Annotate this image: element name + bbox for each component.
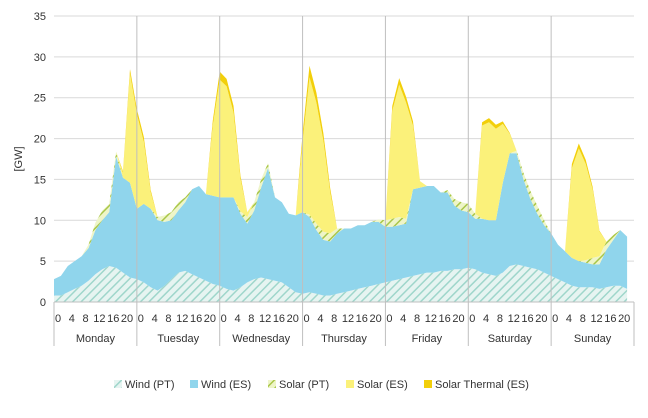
day-label: Saturday bbox=[488, 333, 533, 345]
x-tick-label: 16 bbox=[604, 313, 616, 325]
legend-swatch bbox=[190, 380, 198, 388]
x-tick-label: 4 bbox=[400, 313, 406, 325]
x-tick-label: 8 bbox=[497, 313, 503, 325]
x-tick-label: 0 bbox=[55, 313, 61, 325]
x-tick-label: 12 bbox=[590, 313, 602, 325]
x-tick-label: 4 bbox=[69, 313, 75, 325]
legend-label: Solar Thermal (ES) bbox=[435, 379, 529, 391]
legend: Wind (PT) Wind (ES) Solar (PT) Solar (ES) So… bbox=[114, 379, 529, 391]
x-tick-label: 8 bbox=[580, 313, 586, 325]
x-tick-label: 4 bbox=[566, 313, 572, 325]
x-tick-label: 0 bbox=[386, 313, 392, 325]
series-areas bbox=[54, 65, 628, 302]
y-tick-label: 0 bbox=[40, 297, 46, 309]
x-tick-label: 0 bbox=[221, 313, 227, 325]
day-separators bbox=[136, 16, 552, 302]
legend-label: Solar (PT) bbox=[279, 379, 329, 391]
x-tick-label: 12 bbox=[259, 313, 271, 325]
day-label: Monday bbox=[76, 333, 116, 345]
x-tick-label: 0 bbox=[469, 313, 475, 325]
x-tick-label: 16 bbox=[107, 313, 119, 325]
legend-swatch bbox=[114, 380, 122, 388]
x-tick-label: 20 bbox=[287, 313, 299, 325]
x-tick-label: 12 bbox=[176, 313, 188, 325]
legend-label: Wind (PT) bbox=[125, 379, 175, 391]
series-area-wind-es bbox=[54, 153, 628, 296]
legend-swatch bbox=[346, 380, 354, 388]
y-tick-label: 5 bbox=[40, 256, 46, 268]
day-label: Sunday bbox=[574, 333, 612, 345]
x-tick-label: 20 bbox=[452, 313, 464, 325]
x-tick-label: 8 bbox=[248, 313, 254, 325]
series-area-wind-pt bbox=[54, 264, 628, 302]
y-tick-label: 10 bbox=[34, 215, 46, 227]
day-label: Wednesday bbox=[232, 333, 290, 345]
legend-swatch bbox=[268, 380, 276, 388]
y-tick-label: 35 bbox=[34, 11, 46, 23]
y-tick-label: 15 bbox=[34, 174, 46, 186]
series-area-solar-pt bbox=[54, 150, 628, 280]
x-tick-label: 0 bbox=[552, 313, 558, 325]
x-tick-label: 16 bbox=[356, 313, 368, 325]
x-tick-label: 0 bbox=[138, 313, 144, 325]
x-tick-label: 8 bbox=[83, 313, 89, 325]
y-tick-label: 20 bbox=[34, 134, 46, 146]
x-tick-label: 8 bbox=[414, 313, 420, 325]
x-tick-label: 20 bbox=[204, 313, 216, 325]
day-label: Friday bbox=[412, 333, 443, 345]
x-tick-label: 16 bbox=[439, 313, 451, 325]
x-tick-label: 8 bbox=[165, 313, 171, 325]
y-axis-label: [GW] bbox=[13, 146, 25, 171]
x-tick-label: 12 bbox=[425, 313, 437, 325]
x-tick-label: 16 bbox=[190, 313, 202, 325]
y-axis: [GW] 0 5 10 15 20 25 30 35 bbox=[13, 11, 46, 309]
y-tick-label: 30 bbox=[34, 52, 46, 64]
x-tick-label: 4 bbox=[483, 313, 489, 325]
x-tick-label: 4 bbox=[152, 313, 158, 325]
x-tick-label: 20 bbox=[121, 313, 133, 325]
x-tick-label: 20 bbox=[618, 313, 630, 325]
y-tick-label: 25 bbox=[34, 93, 46, 105]
day-label: Thursday bbox=[321, 333, 367, 345]
x-tick-label: 20 bbox=[535, 313, 547, 325]
x-tick-label: 20 bbox=[369, 313, 381, 325]
x-tick-label: 12 bbox=[508, 313, 520, 325]
x-tick-label: 12 bbox=[342, 313, 354, 325]
x-tick-label: 4 bbox=[317, 313, 323, 325]
x-tick-label: 8 bbox=[331, 313, 337, 325]
legend-swatch bbox=[424, 380, 432, 388]
x-tick-label: 16 bbox=[521, 313, 533, 325]
day-label: Tuesday bbox=[157, 333, 199, 345]
x-tick-label: 16 bbox=[273, 313, 285, 325]
x-tick-label: 4 bbox=[234, 313, 240, 325]
x-tick-label: 12 bbox=[93, 313, 105, 325]
legend-label: Solar (ES) bbox=[357, 379, 408, 391]
legend-label: Wind (ES) bbox=[201, 379, 251, 391]
x-tick-label: 0 bbox=[304, 313, 310, 325]
